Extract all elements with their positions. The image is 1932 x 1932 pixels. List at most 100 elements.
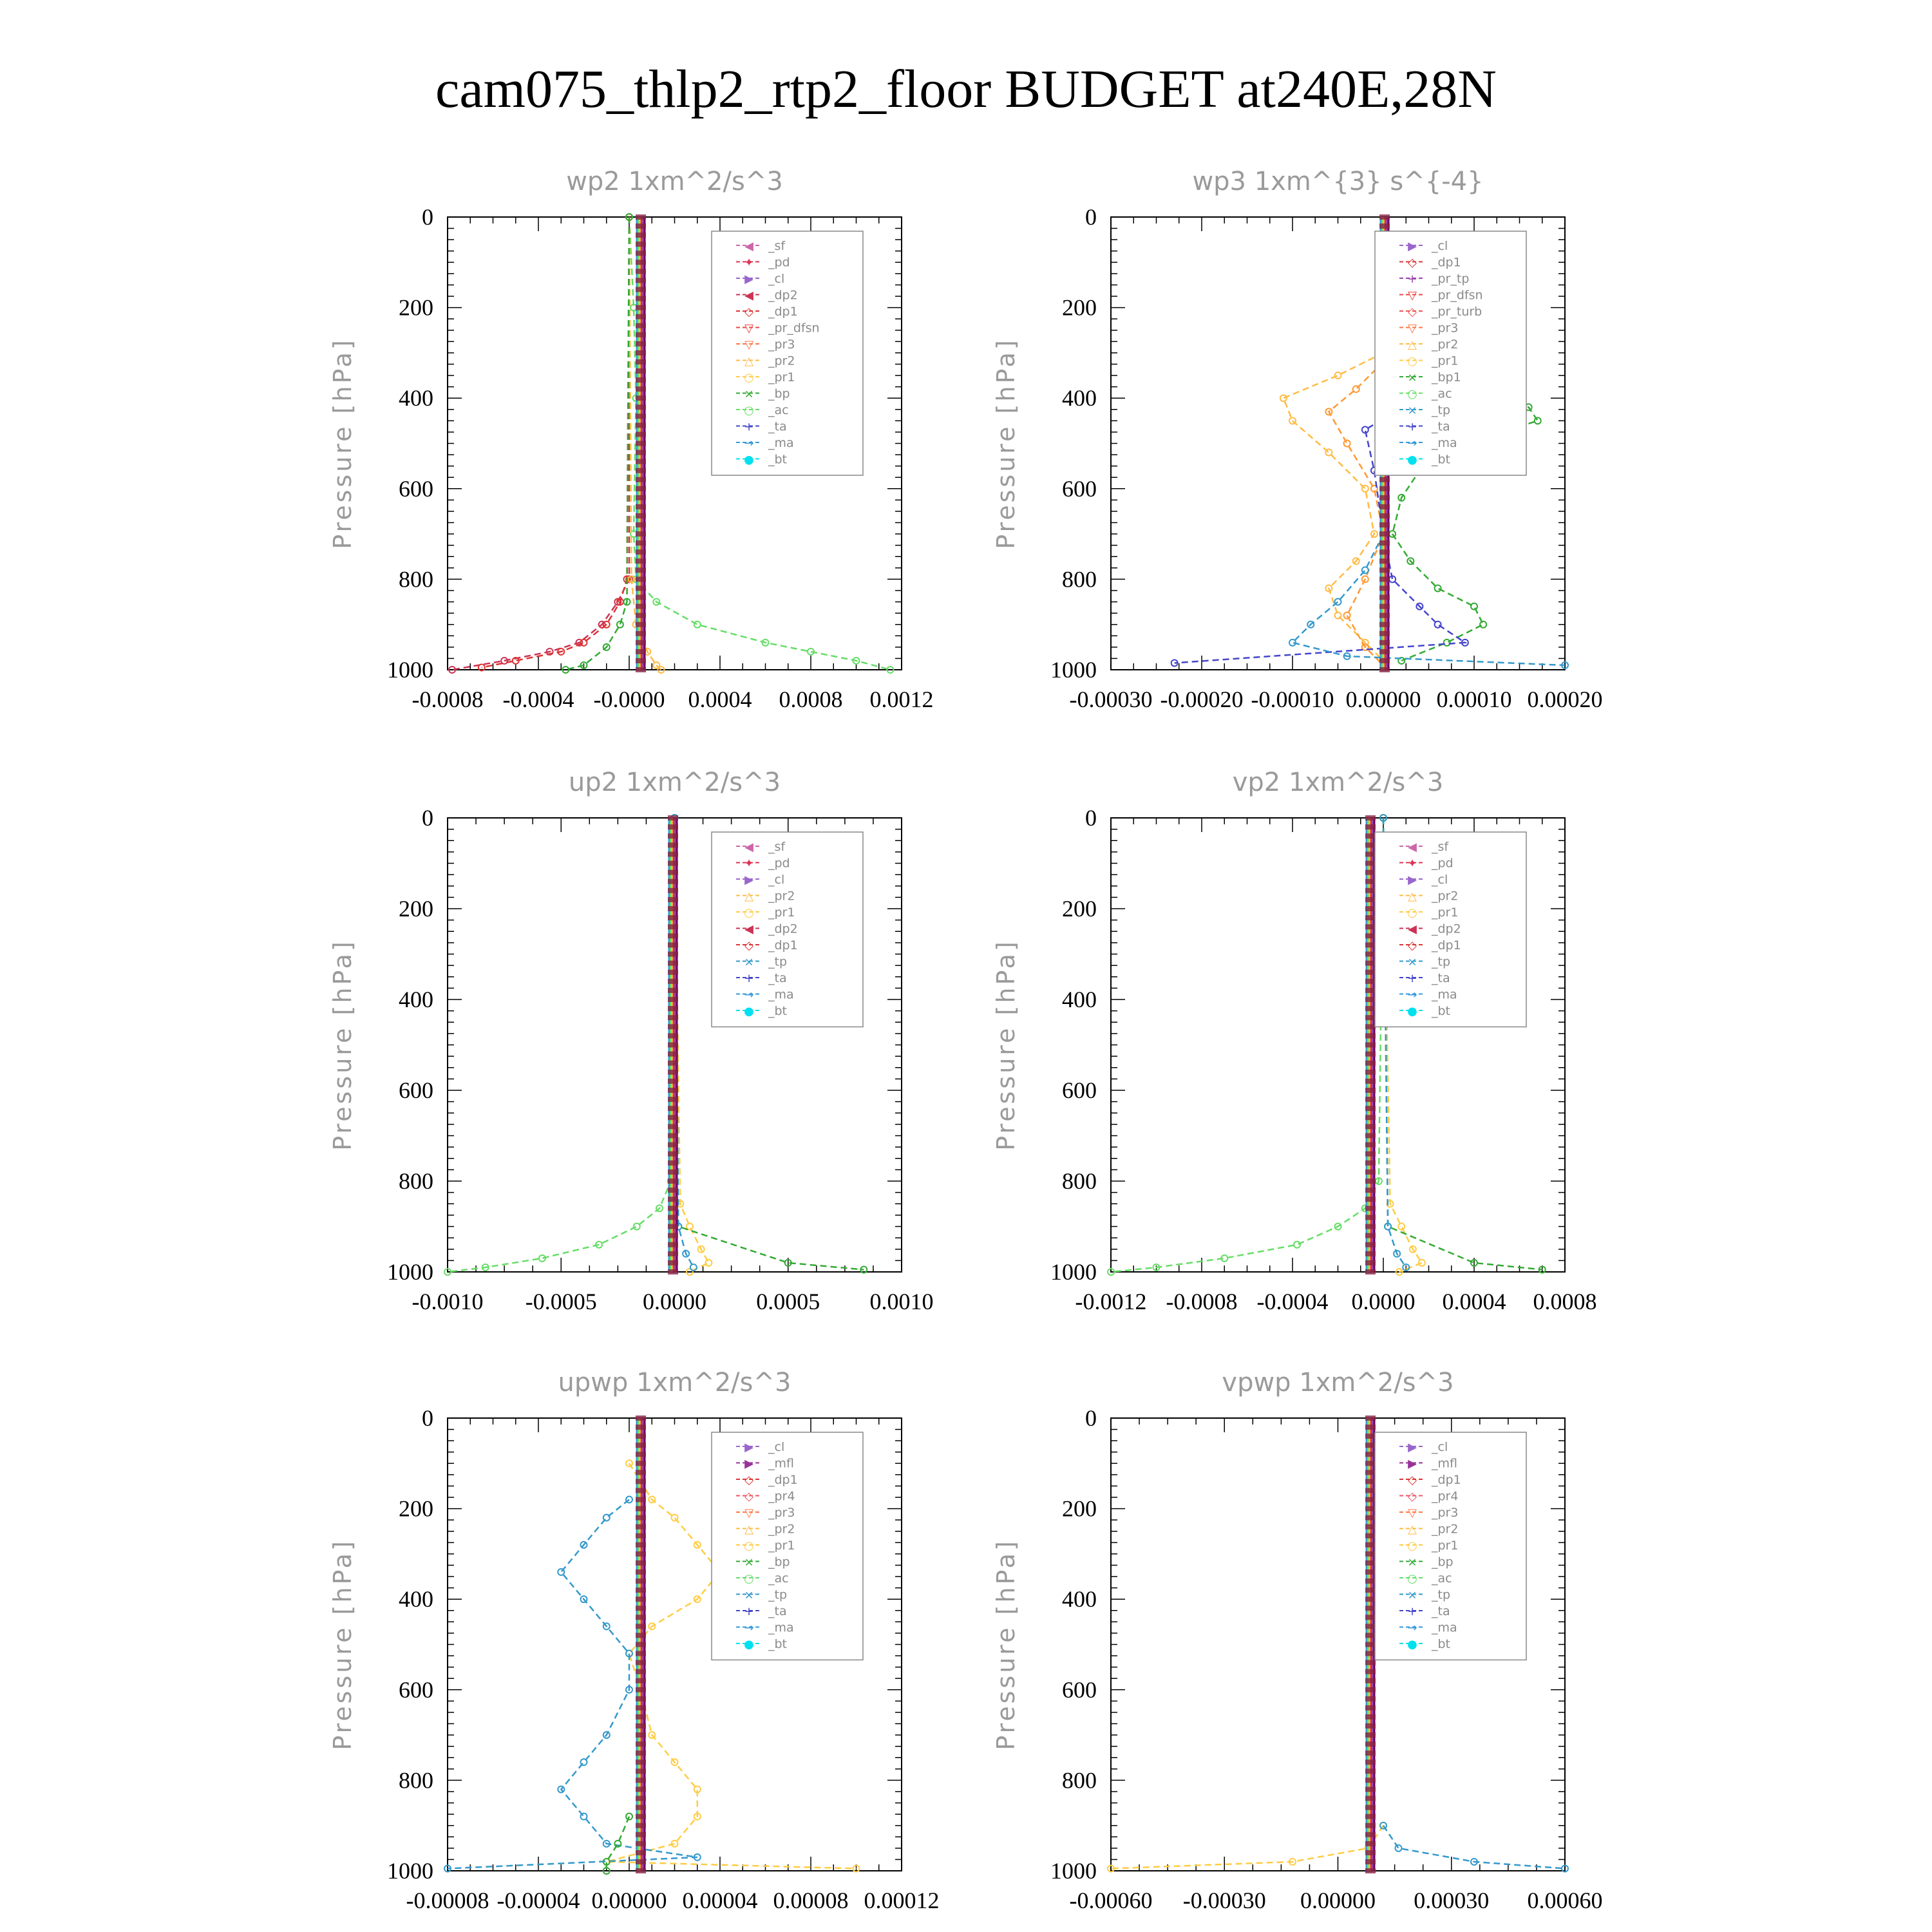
near-zero-marker — [636, 1488, 646, 1493]
x-tick-label: -0.00010 — [1251, 687, 1334, 712]
near-zero-marker — [1365, 1605, 1376, 1611]
legend-marker-icon: × — [1407, 404, 1417, 417]
x-tick-label: 0.0010 — [870, 1289, 934, 1314]
chart-panel-6: 0 200 400 600 800 1000 -0.00060 -0.00030 0.00000… — [992, 1368, 1603, 1913]
legend-marker-icon: ▶ — [744, 873, 753, 887]
near-zero-marker — [636, 658, 646, 663]
near-zero-marker — [1365, 1452, 1376, 1457]
near-zero-marker — [636, 1669, 646, 1674]
data-point — [652, 598, 661, 606]
near-zero-marker — [1365, 1488, 1376, 1493]
near-zero-marker — [1365, 1160, 1376, 1166]
near-zero-marker — [636, 1795, 646, 1801]
near-zero-marker — [1365, 1060, 1376, 1066]
data-point — [602, 1867, 611, 1875]
near-zero-marker — [1365, 1497, 1376, 1502]
near-zero-marker — [636, 1605, 646, 1611]
legend-marker-icon: ● — [1407, 1638, 1417, 1651]
near-zero-marker — [636, 323, 646, 328]
series-line-dp2 — [674, 817, 864, 1271]
legend-marker-icon: ○ — [1407, 906, 1417, 920]
near-zero-marker — [1365, 1206, 1376, 1211]
data-point — [625, 1495, 633, 1504]
near-zero-marker — [1365, 906, 1376, 911]
near-zero-marker — [1365, 1859, 1376, 1864]
legend-entry: _bt — [1431, 453, 1450, 467]
series-line-pr1 — [1282, 352, 1384, 661]
near-zero-marker — [1365, 1696, 1376, 1701]
legend-entry: _bt — [1431, 1004, 1450, 1018]
legend-entry: _cl — [768, 873, 784, 887]
near-zero-marker — [668, 969, 678, 975]
data-point — [625, 1812, 633, 1821]
chart-panel-2: 0 200 400 600 800 1000 -0.00030 -0.00020 -0.0001… — [992, 167, 1603, 712]
near-zero-marker — [1365, 878, 1376, 884]
legend-entry: _bp — [768, 1555, 790, 1569]
near-zero-marker — [1365, 1461, 1376, 1466]
near-zero-marker — [636, 495, 646, 500]
data-point — [693, 1540, 701, 1549]
legend-marker-icon: ◇ — [744, 305, 753, 319]
near-zero-marker — [1365, 1006, 1376, 1012]
data-point — [580, 638, 588, 647]
data-point — [481, 1263, 489, 1271]
near-zero-marker — [636, 1759, 646, 1765]
data-point — [1289, 638, 1296, 647]
near-zero-marker — [668, 1015, 678, 1021]
series-line-pr1 — [674, 817, 710, 1273]
data-point — [1470, 1258, 1478, 1267]
near-zero-marker — [1365, 987, 1376, 993]
legend-box — [711, 231, 864, 476]
data-point — [1397, 656, 1406, 665]
data-point — [761, 638, 770, 647]
x-tick-label: -0.0004 — [503, 687, 574, 712]
data-point — [1434, 584, 1442, 592]
data-point — [1220, 1254, 1229, 1262]
legend-entry: _pr1 — [768, 370, 795, 384]
legend-marker-icon: ◀ — [744, 923, 753, 936]
legend-marker-icon: + — [744, 421, 753, 434]
legend-marker-icon: → — [1407, 989, 1417, 1002]
legend-entry: _pd — [768, 256, 790, 270]
data-point — [557, 1785, 565, 1794]
near-zero-marker — [636, 305, 646, 310]
data-point — [595, 1240, 603, 1249]
legend-entry: _pd — [768, 857, 790, 871]
data-point — [670, 1758, 679, 1766]
near-zero-marker — [1365, 1814, 1376, 1819]
near-zero-marker — [1365, 1624, 1376, 1629]
near-zero-marker — [1365, 960, 1376, 966]
legend-marker-icon: ◇ — [1408, 256, 1417, 270]
legend-marker-icon: × — [744, 1556, 753, 1569]
near-zero-marker — [636, 1506, 646, 1511]
near-zero-marker — [668, 915, 678, 921]
data-point — [538, 1254, 546, 1262]
legend-entry: _cl — [768, 1440, 784, 1454]
data-point — [1170, 659, 1179, 667]
near-zero-marker — [1365, 915, 1376, 921]
data-point — [1370, 530, 1378, 538]
series-line-tp — [1382, 817, 1407, 1268]
y-tick-label: 400 — [1062, 987, 1097, 1012]
x-tick-label: 0.00004 — [683, 1888, 758, 1913]
near-zero-marker — [636, 667, 646, 672]
legend-entry: _tp — [1431, 955, 1450, 969]
data-point — [686, 1268, 694, 1276]
legend-entry: _sf — [768, 239, 786, 253]
data-point — [1561, 661, 1569, 669]
legend-entry: _ma — [768, 436, 794, 450]
data-point — [1334, 1222, 1342, 1231]
near-zero-marker — [668, 869, 678, 875]
near-zero-marker — [668, 842, 678, 848]
near-zero-marker — [636, 395, 646, 401]
near-zero-marker — [636, 1578, 646, 1584]
near-zero-marker — [668, 987, 678, 993]
data-point — [1434, 620, 1442, 629]
data-point — [1361, 484, 1369, 493]
data-point — [1334, 598, 1342, 606]
legend-marker-icon: ▶ — [744, 1457, 753, 1471]
data-point — [1325, 584, 1333, 592]
near-zero-marker — [1365, 1242, 1376, 1247]
legend-entry: _bt — [768, 453, 787, 467]
series-line-dp2 — [451, 217, 630, 671]
